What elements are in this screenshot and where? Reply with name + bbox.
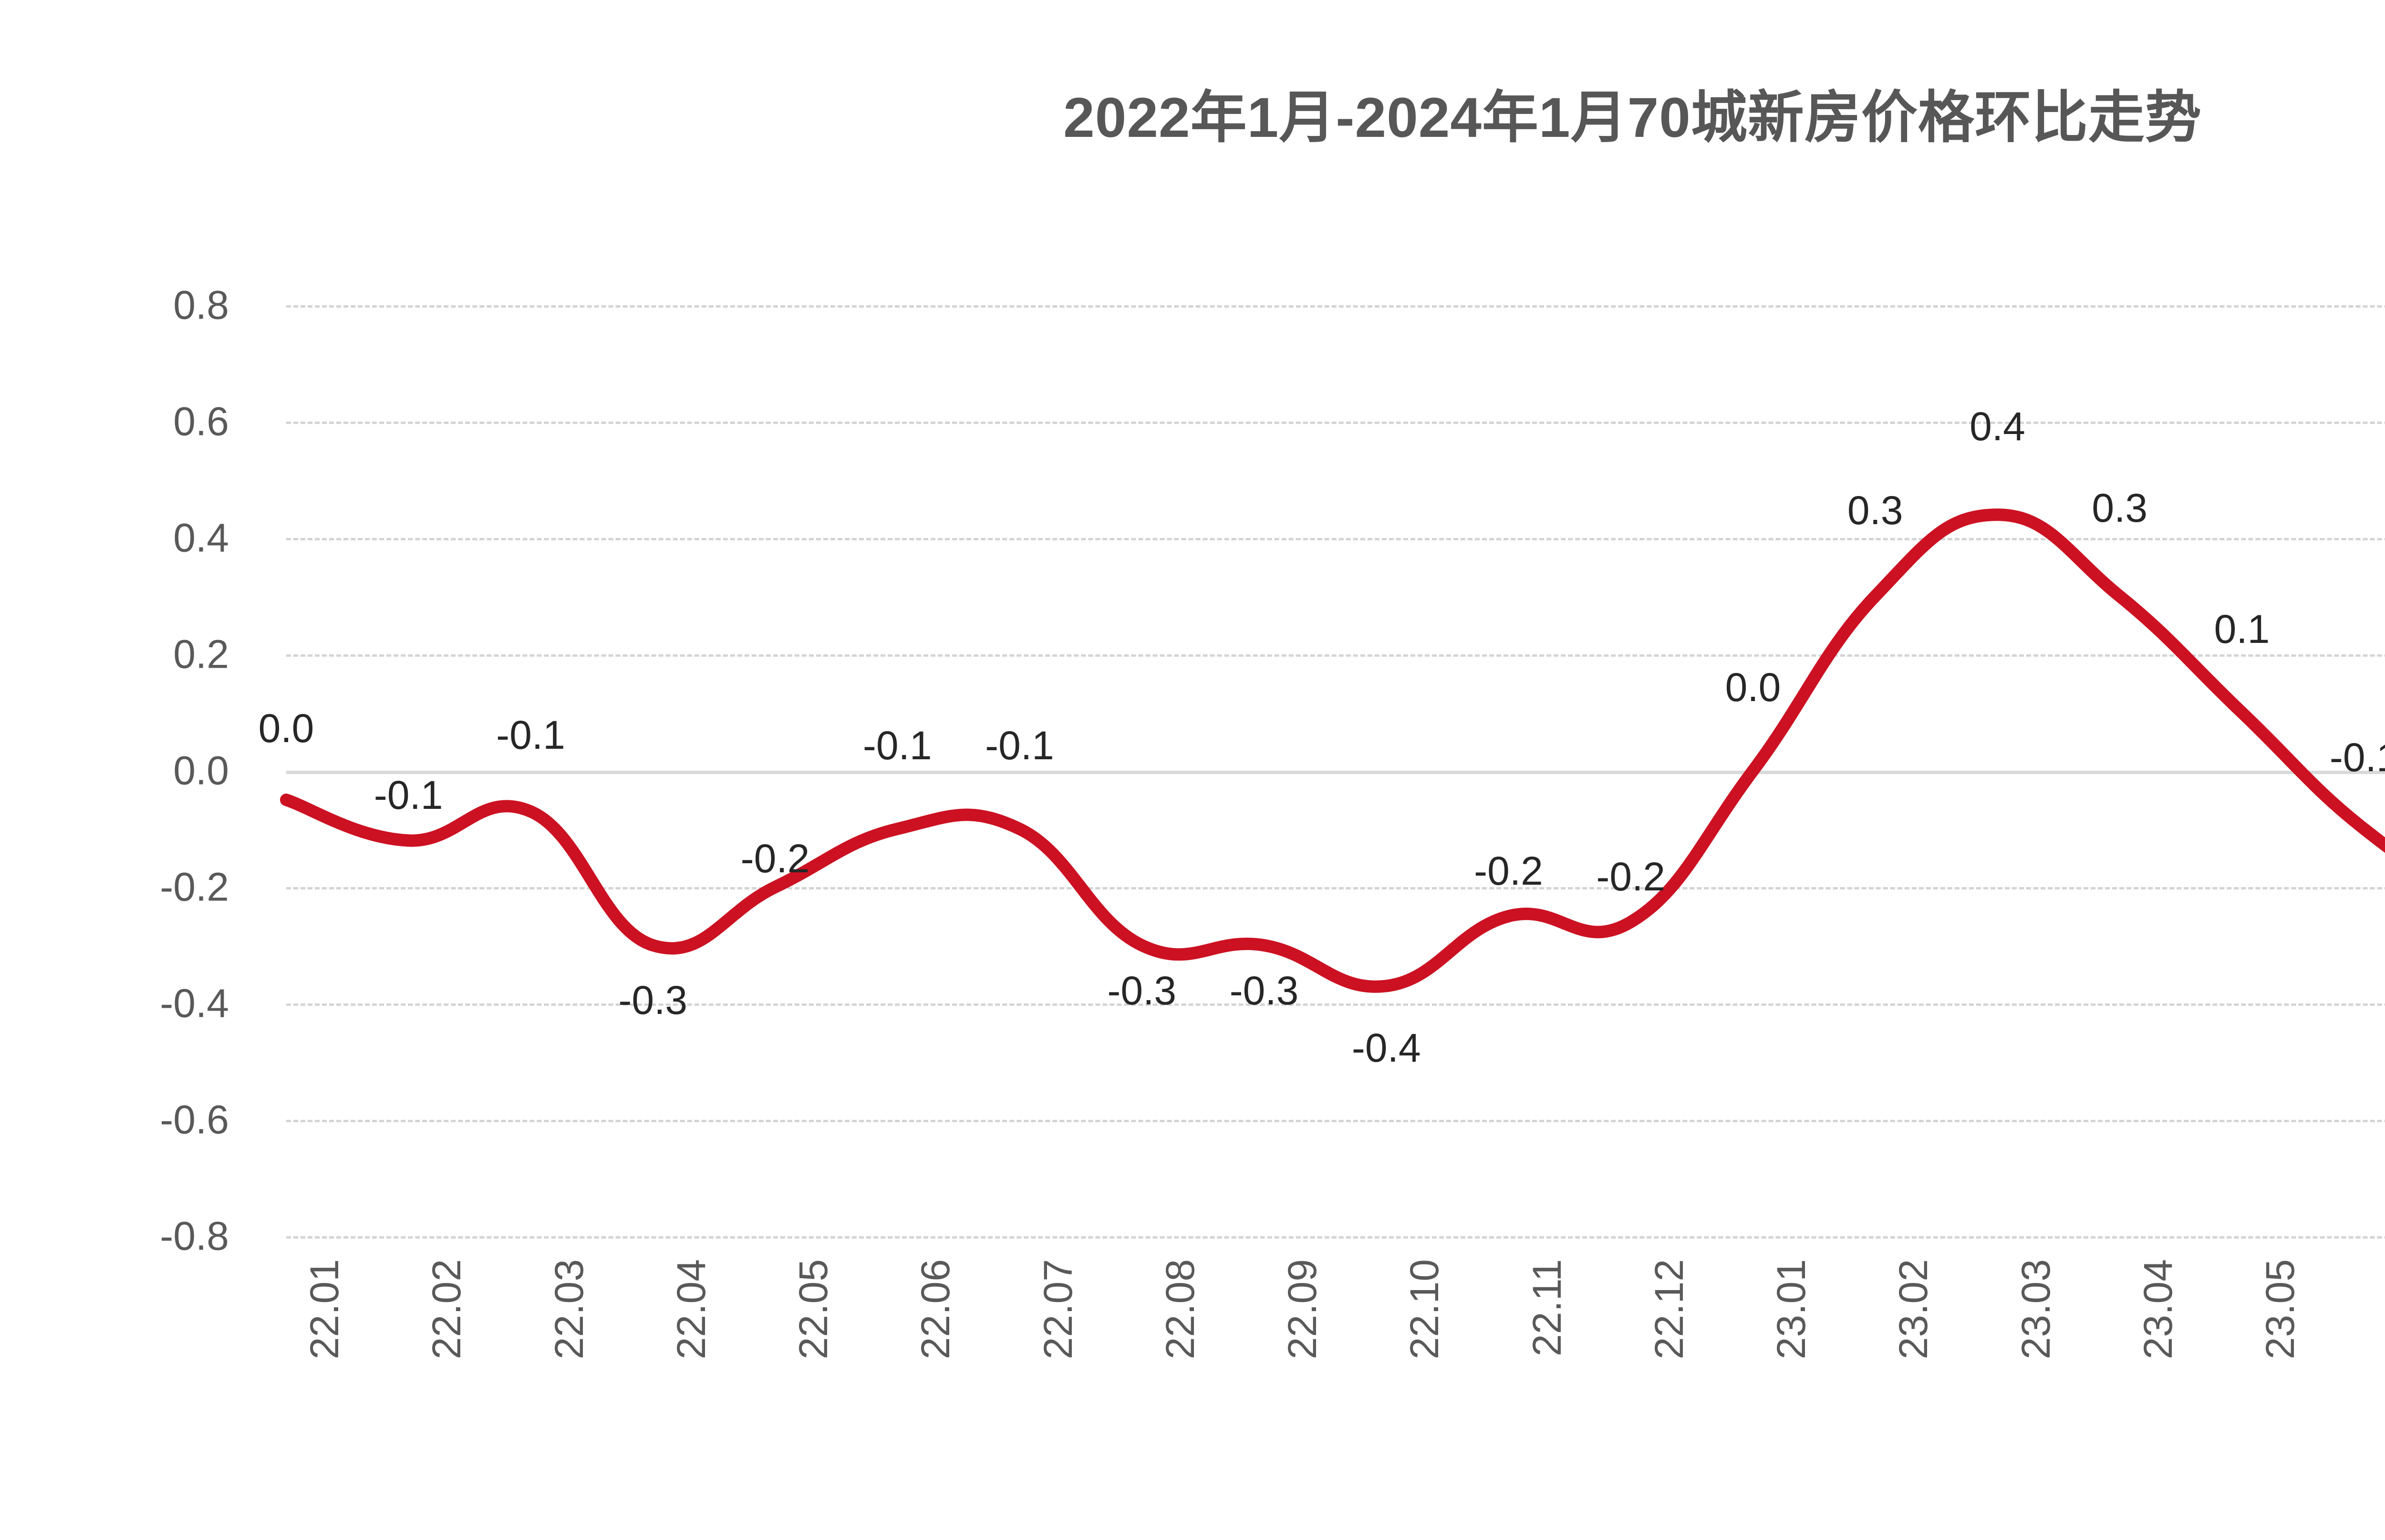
data-point-label: 0.0 [258,706,314,751]
y-axis-tick-label: -0.4 [160,981,229,1026]
x-axis: 22.01 22.02 22.03 22.04 22.05 22.06 22.07 22.08… [286,1259,2385,1526]
y-axis-tick-label: 0.4 [173,515,229,560]
zero-gridline [286,771,2385,774]
y-axis-tick-label: 0.0 [173,748,229,793]
gridline [286,1236,2385,1239]
y-axis-tick-label: -0.6 [160,1097,229,1142]
x-axis-tick-label: 23.04 [2135,1259,2180,1360]
gridline [286,1003,2385,1006]
x-axis-tick-label: 22.03 [546,1259,591,1360]
y-axis-tick-label: 0.6 [173,399,229,444]
data-point-label: -0.2 [740,836,810,881]
x-axis-tick-label: 23.05 [2258,1259,2302,1360]
x-axis-tick-label: 22.07 [1035,1259,1080,1360]
data-point-label: -0.3 [1107,968,1177,1013]
data-point-label: -0.1 [2329,735,2385,780]
x-axis-tick-label: 22.12 [1646,1259,1691,1360]
data-point-label: 0.1 [2214,607,2270,651]
x-axis-tick-label: 22.08 [1157,1259,1203,1360]
gridline [286,422,2385,424]
y-axis-tick-label: -0.2 [160,864,229,910]
x-axis-tick-label: 22.05 [791,1259,836,1360]
gridline [286,887,2385,889]
y-axis-tick-label: 0.8 [173,282,229,328]
x-axis-tick-label: 22.11 [1524,1259,1569,1356]
data-point-label: -0.1 [985,723,1054,768]
page-title: 2022年1月-2024年1月70城新房价格环比走势 [1063,86,2202,149]
x-axis-tick-label: 23.06 [2380,1259,2385,1360]
data-point-label: -0.3 [1229,968,1299,1013]
x-axis-tick-label: 22.04 [668,1259,714,1360]
gridline [286,305,2385,308]
gridline [286,654,2385,657]
data-point-label: -0.2 [1596,854,1666,899]
gridline [286,538,2385,540]
plot-area [286,305,2385,1239]
x-axis-tick-label: 22.02 [424,1259,469,1360]
y-axis-tick-label: -0.8 [160,1213,229,1259]
y-axis-tick-label: 0.2 [173,631,229,677]
x-axis-tick-label: 22.10 [1402,1259,1447,1360]
data-point-label: -0.2 [1474,848,1543,893]
x-axis-tick-label: 22.09 [1280,1259,1325,1360]
data-point-label: -0.4 [1351,1025,1421,1071]
y-axis: 0.8 0.6 0.4 0.2 0.0 -0.2 -0.4 -0.6 -0.8 [0,283,248,1259]
x-axis-tick-label: 22.06 [913,1259,958,1360]
x-axis-tick-label: 23.02 [1891,1259,1936,1360]
data-point-label: -0.1 [373,773,443,818]
x-axis-tick-label: 23.01 [1769,1259,1814,1360]
data-point-label: 0.3 [1847,488,1903,533]
data-point-label: 0.0 [1725,665,1781,710]
data-point-label: -0.3 [618,978,688,1023]
data-point-label: 0.3 [2092,486,2148,530]
x-axis-tick-label: 22.01 [302,1259,347,1360]
gridline [286,1120,2385,1122]
data-point-label: 0.4 [1970,404,2025,449]
data-point-label: -0.1 [862,723,932,768]
x-axis-tick-label: 23.03 [2013,1259,2058,1360]
data-point-label: -0.1 [496,713,565,758]
